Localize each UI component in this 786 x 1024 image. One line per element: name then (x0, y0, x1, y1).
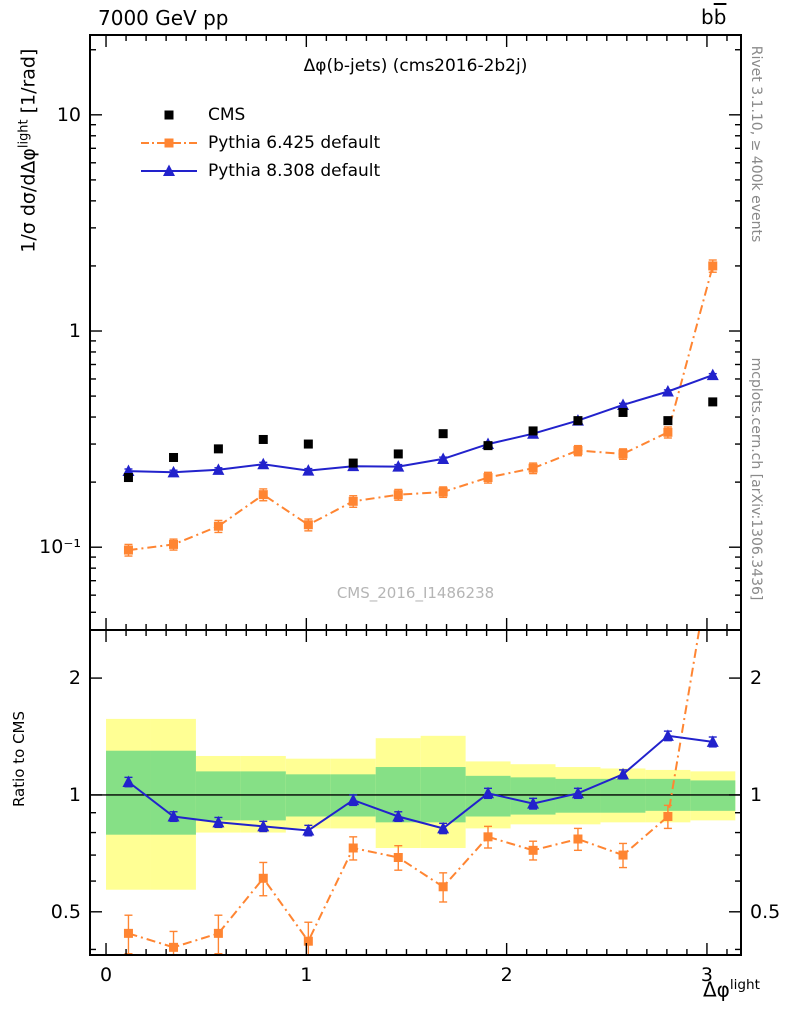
process-label: bb (701, 5, 726, 29)
legend-item-pythia6: Pythia 6.425 default (140, 133, 381, 153)
pythia6-dashdot-marker-icon (140, 134, 198, 152)
xlabel-text: Δφ (702, 977, 730, 1002)
legend-label-pythia6: Pythia 6.425 default (208, 133, 381, 153)
legend-item-pythia8: Pythia 8.308 default (140, 161, 381, 181)
y-axis-label-ratio: Ratio to CMS (10, 710, 28, 808)
pythia8-triangle-marker-icon (140, 162, 198, 180)
y-axis-label-top: 1/σ dσ/dΔφlight [1/rad] (16, 1, 39, 301)
svg-text:1: 1 (300, 964, 312, 986)
rivet-version-label: Rivet 3.1.10, ≥ 400k events (748, 45, 764, 243)
plot-title: Δφ(b-jets) (cms2016-2b2j) (303, 56, 528, 76)
svg-text:2: 2 (501, 964, 513, 986)
svg-text:10⁻¹: 10⁻¹ (39, 536, 81, 558)
svg-text:3: 3 (701, 964, 713, 986)
legend-item-cms: CMS (140, 105, 380, 125)
svg-text:2: 2 (750, 667, 762, 689)
process-bbar: b (713, 5, 727, 29)
mcplots-citation-label: mcplots.cern.ch [arXiv:1306.3436] (748, 357, 764, 601)
legend-label-cms: CMS (208, 105, 246, 125)
xlabel-sup: light (729, 977, 760, 993)
svg-text:1: 1 (69, 784, 81, 806)
svg-text:1: 1 (69, 320, 81, 342)
ylabel-top-units: [1/rad] (17, 48, 40, 120)
svg-text:0.5: 0.5 (750, 901, 780, 923)
process-b: b (701, 5, 714, 29)
x-axis-label: Δφlight (630, 977, 760, 1002)
svg-text:10: 10 (57, 104, 81, 126)
svg-text:0.5: 0.5 (51, 901, 81, 923)
legend: CMS Pythia 6.425 default Pythia 8.308 de… (140, 105, 381, 190)
ylabel-top-sup: light (16, 119, 32, 149)
analysis-id-watermark: CMS_2016_I1486238 (336, 584, 495, 602)
beam-energy-label: 7000 GeV pp (98, 6, 229, 30)
cms-square-marker-icon (140, 106, 198, 124)
legend-label-pythia8: Pythia 8.308 default (208, 161, 381, 181)
svg-text:1: 1 (750, 784, 762, 806)
svg-text:0: 0 (100, 964, 112, 986)
ylabel-top-text: 1/σ dσ/dΔφ (17, 148, 40, 253)
svg-text:2: 2 (69, 667, 81, 689)
